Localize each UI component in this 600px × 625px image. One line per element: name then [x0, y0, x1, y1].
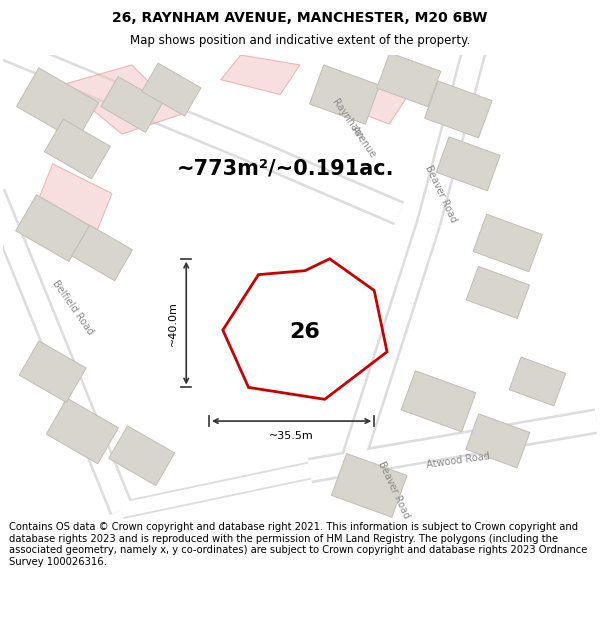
Polygon shape — [340, 220, 439, 474]
Text: 26: 26 — [290, 322, 320, 342]
Polygon shape — [473, 214, 542, 272]
Text: Map shows position and indicative extent of the property.: Map shows position and indicative extent… — [130, 34, 470, 47]
Polygon shape — [0, 189, 131, 514]
Polygon shape — [308, 411, 599, 481]
Text: ~35.5m: ~35.5m — [269, 431, 314, 441]
Polygon shape — [340, 80, 409, 124]
Polygon shape — [121, 464, 311, 517]
Polygon shape — [425, 81, 492, 138]
Polygon shape — [72, 225, 133, 281]
Text: Contains OS data © Crown copyright and database right 2021. This information is : Contains OS data © Crown copyright and d… — [9, 522, 587, 567]
Polygon shape — [401, 371, 476, 432]
Polygon shape — [0, 23, 265, 166]
Text: Raynham: Raynham — [329, 98, 364, 141]
Polygon shape — [419, 32, 488, 226]
Text: ~40.0m: ~40.0m — [169, 301, 178, 346]
Polygon shape — [256, 142, 404, 225]
Polygon shape — [337, 219, 441, 474]
Text: Beaver Road: Beaver Road — [423, 163, 458, 224]
Polygon shape — [331, 454, 407, 518]
Polygon shape — [16, 68, 99, 141]
Polygon shape — [310, 65, 380, 124]
Polygon shape — [109, 426, 175, 486]
Polygon shape — [416, 32, 491, 226]
Polygon shape — [0, 189, 134, 515]
Polygon shape — [256, 144, 403, 222]
Polygon shape — [377, 52, 441, 107]
Text: Atwood Road: Atwood Road — [426, 451, 491, 470]
Polygon shape — [466, 266, 530, 319]
Text: Belfield Road: Belfield Road — [50, 278, 95, 336]
Polygon shape — [101, 77, 163, 132]
Polygon shape — [0, 26, 265, 164]
Polygon shape — [142, 63, 201, 116]
Text: Beaver Road: Beaver Road — [376, 460, 412, 521]
Polygon shape — [466, 414, 530, 468]
Polygon shape — [509, 357, 566, 406]
Polygon shape — [308, 408, 599, 483]
Text: 26, RAYNHAM AVENUE, MANCHESTER, M20 6BW: 26, RAYNHAM AVENUE, MANCHESTER, M20 6BW — [112, 11, 488, 25]
Polygon shape — [16, 195, 89, 261]
Polygon shape — [33, 164, 112, 243]
Polygon shape — [120, 462, 312, 519]
Polygon shape — [19, 341, 86, 402]
Polygon shape — [221, 55, 300, 94]
Polygon shape — [44, 119, 110, 179]
Text: Avenue: Avenue — [349, 124, 379, 160]
Polygon shape — [62, 65, 181, 134]
Polygon shape — [46, 398, 118, 464]
Text: ~773m²/~0.191ac.: ~773m²/~0.191ac. — [176, 159, 394, 179]
Polygon shape — [436, 137, 500, 191]
